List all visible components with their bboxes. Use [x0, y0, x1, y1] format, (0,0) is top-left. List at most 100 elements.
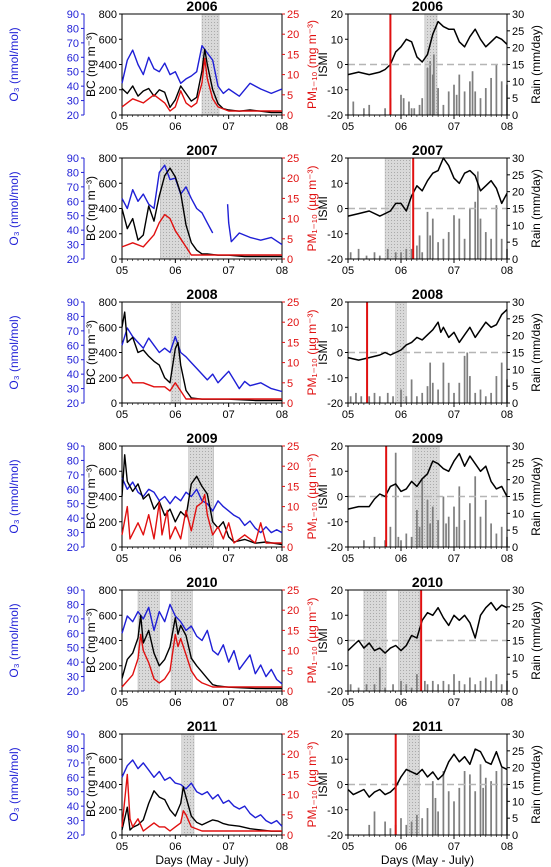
o3-axis-title: O₃ (nmol/mol) [7, 459, 21, 533]
x-tick-label: 07 [223, 841, 235, 853]
rain-tick-label: 0 [512, 254, 518, 266]
rain-axis-title: Rain (mm/day) [529, 601, 543, 680]
o3-tick-label: 80 [67, 23, 79, 35]
x-tick-label: 06 [169, 409, 181, 421]
rain-tick-label: 5 [512, 93, 518, 105]
rain-bar [368, 396, 371, 403]
x-tick-label: 06 [395, 409, 407, 421]
bc-tick-label: 0 [111, 254, 117, 266]
rain-bar [402, 98, 405, 115]
o3-tick-label: 50 [67, 67, 79, 79]
rain-tick-label: 0 [512, 110, 518, 122]
x-tick-label: 05 [116, 121, 128, 133]
rain-bar [463, 520, 466, 547]
o3-tick-label: 70 [67, 614, 79, 626]
rain-bar [466, 352, 469, 403]
rain-bar [355, 392, 357, 403]
o3-series-line-segment [226, 204, 283, 246]
rain-tick-label: 25 [512, 314, 524, 326]
x-tick-label: 07 [223, 697, 235, 709]
rain-tick-label: 25 [512, 26, 524, 38]
rain-bar [437, 389, 439, 403]
rain-bar [490, 392, 492, 403]
pm-tick-label: 10 [287, 790, 299, 802]
bc-tick-label: 800 [99, 297, 117, 309]
o3-series-line [121, 327, 283, 393]
rain-tick-label: 5 [512, 813, 518, 825]
x-tick-label: 08 [276, 553, 288, 565]
ismi-series-line [347, 748, 508, 798]
left-panel-title: 2008 [186, 286, 217, 302]
bc-tick-label: 400 [99, 636, 117, 648]
ismi-series-line [347, 20, 508, 76]
rain-tick-label: 15 [512, 492, 524, 504]
rain-tick-label: 10 [512, 652, 524, 664]
rain-bar [405, 533, 408, 547]
rain-bar [400, 540, 402, 547]
o3-tick-label: 50 [67, 499, 79, 511]
rain-bar [357, 687, 360, 691]
rain-bar [394, 452, 397, 547]
x-tick-label: 05 [116, 409, 128, 421]
x-tick-label: 05 [342, 121, 354, 133]
o3-tick-label: 70 [67, 326, 79, 338]
bc-tick-label: 200 [99, 85, 117, 97]
o3-tick-label: 70 [67, 182, 79, 194]
rain-bar [495, 533, 498, 547]
o3-tick-label: 80 [67, 311, 79, 323]
ismi-tick-label: 10 [331, 34, 343, 46]
rain-bar [421, 818, 424, 835]
rain-bar [455, 526, 458, 547]
rain-bar [476, 171, 479, 259]
rain-tick-label: 10 [512, 220, 524, 232]
rain-bar [447, 91, 450, 115]
rain-tick-label: 20 [512, 475, 524, 487]
bc-tick-label: 200 [99, 229, 117, 241]
rain-bar [458, 680, 461, 691]
o3-tick-label: 30 [67, 96, 79, 108]
o3-tick-label: 40 [67, 81, 79, 93]
rain-bar [416, 396, 418, 403]
x-tick-label: 08 [276, 121, 288, 133]
rain-bar [442, 362, 445, 403]
rain-bar [418, 235, 421, 259]
rain-bar [469, 677, 471, 691]
ismi-tick-label: -20 [327, 254, 343, 266]
pm-tick-label: 15 [287, 625, 299, 637]
rain-tick-label: 0 [512, 686, 518, 698]
pm-series-line [121, 213, 282, 256]
rain-tick-label: 5 [512, 381, 518, 393]
rain-axis-title: Rain (mm/day) [529, 457, 543, 536]
rain-bar [431, 74, 434, 115]
left-panel-title: 2007 [186, 142, 217, 158]
rain-bar [360, 396, 363, 403]
rain-bar [400, 252, 402, 259]
rain-bar [469, 503, 471, 547]
ismi-series-line [347, 309, 508, 361]
rain-bar [431, 680, 434, 691]
rain-bar [447, 232, 450, 259]
rain-tick-label: 15 [512, 60, 524, 72]
bc-axis-title: BC (ng m⁻³) [84, 464, 98, 529]
rain-bar [392, 396, 394, 403]
rain-bar [410, 821, 413, 835]
rain-axis-title: Rain (mm/day) [529, 25, 543, 104]
pm-series-line [121, 374, 282, 400]
bc-series-line [121, 786, 282, 832]
rain-bar [365, 255, 368, 259]
rain-tick-label: 10 [512, 364, 524, 376]
rain-bar [471, 71, 474, 115]
rain-bar [479, 516, 482, 547]
bc-tick-label: 600 [99, 466, 117, 478]
o3-tick-label: 70 [67, 38, 79, 50]
left-panel-title: 2006 [186, 0, 217, 14]
o3-tick-label: 80 [67, 455, 79, 467]
ismi-tick-label: -20 [327, 830, 343, 842]
rain-bar [453, 801, 455, 835]
rain-tick-label: 0 [512, 542, 518, 554]
x-tick-label: 08 [501, 409, 513, 421]
ismi-series-line [347, 157, 508, 217]
rain-bar [431, 382, 434, 403]
rain-bar [479, 98, 482, 115]
